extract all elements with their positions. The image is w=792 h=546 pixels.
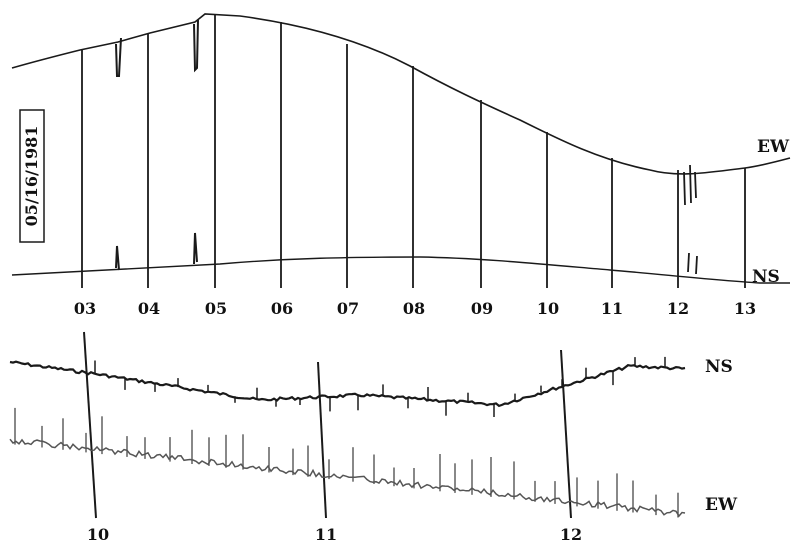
top-hour-label: 09 bbox=[471, 299, 493, 318]
bottom-hour-label: 10 bbox=[87, 525, 109, 544]
top-hour-label: 03 bbox=[74, 299, 96, 318]
top-ew-spike-2 bbox=[193, 19, 199, 73]
top-hour-label: 06 bbox=[271, 299, 293, 318]
top-hour-label: 04 bbox=[138, 299, 160, 318]
top-panel: 05/16/1981 EW NS 03 04 05 06 07 08 09 10… bbox=[11, 13, 791, 318]
top-hour-label: 11 bbox=[601, 299, 623, 318]
bottom-hour-line-10 bbox=[83, 331, 97, 519]
bottom-ew-label: EW bbox=[705, 495, 738, 515]
date-box bbox=[19, 109, 45, 243]
top-hour-label: 07 bbox=[337, 299, 359, 318]
top-hour-label: 05 bbox=[205, 299, 227, 318]
top-hour-label: 13 bbox=[734, 299, 756, 318]
top-ns-spike-1 bbox=[115, 245, 120, 271]
top-hour-label: 12 bbox=[667, 299, 689, 318]
top-hour-labels: 03 04 05 06 07 08 09 10 11 12 13 bbox=[74, 299, 756, 318]
bottom-hour-label: 11 bbox=[315, 525, 337, 544]
bottom-hour-line-12 bbox=[560, 349, 572, 519]
bottom-ns-trace-group bbox=[9, 356, 686, 417]
bottom-ns-label: NS bbox=[705, 357, 733, 377]
bottom-ns-trace bbox=[9, 360, 686, 408]
top-hour-label: 10 bbox=[537, 299, 559, 318]
bottom-hour-label: 12 bbox=[560, 525, 582, 544]
bottom-ew-trace-group bbox=[9, 407, 686, 518]
top-ns-spike-2 bbox=[193, 232, 198, 265]
top-ns-spike-3 bbox=[687, 252, 698, 275]
top-ew-spike-1 bbox=[115, 37, 122, 77]
top-ew-spike-3 bbox=[683, 164, 697, 206]
date-label: 05/16/1981 bbox=[22, 126, 41, 227]
top-ew-label: EW bbox=[757, 137, 790, 157]
bottom-panel: NS EW 10 11 12 bbox=[9, 331, 738, 544]
top-hour-label: 08 bbox=[403, 299, 425, 318]
bottom-ew-trace bbox=[9, 438, 686, 518]
top-ns-label: NS bbox=[752, 267, 780, 287]
top-ew-trace bbox=[11, 13, 791, 175]
bottom-hour-line-11 bbox=[317, 361, 327, 519]
top-ns-trace bbox=[11, 256, 790, 284]
